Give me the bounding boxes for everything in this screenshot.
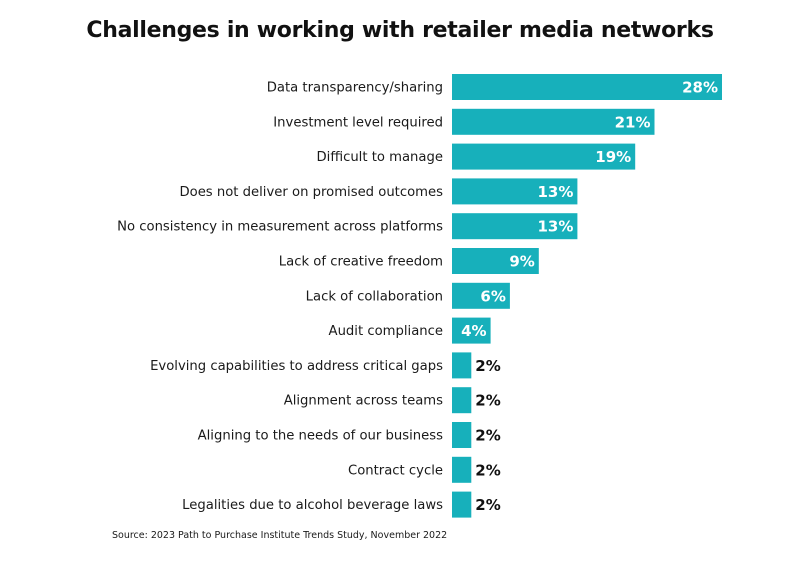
value-label-6: 9% <box>509 253 534 271</box>
category-label-13: Legalities due to alcohol beverage laws <box>182 498 443 513</box>
bar-5 <box>452 213 578 240</box>
value-label-3: 19% <box>595 148 631 166</box>
bars-layer <box>452 74 722 518</box>
value-label-4: 13% <box>537 183 573 201</box>
value-label-7: 6% <box>480 287 505 305</box>
bar-13 <box>452 491 472 518</box>
value-label-9: 2% <box>475 357 500 375</box>
category-label-10: Alignment across teams <box>284 394 443 409</box>
bar-12 <box>452 456 472 483</box>
bar-4 <box>452 178 578 205</box>
chart-title: Challenges in working with retailer medi… <box>86 18 714 43</box>
bar-8 <box>452 317 491 344</box>
category-label-4: Does not deliver on promised outcomes <box>179 185 443 200</box>
bar-7 <box>452 282 510 309</box>
bar-10 <box>452 387 472 414</box>
category-label-8: Audit compliance <box>329 324 443 339</box>
value-label-1: 28% <box>682 79 718 97</box>
source-note: Source: 2023 Path to Purchase Institute … <box>112 530 448 541</box>
category-label-7: Lack of collaboration <box>306 289 443 304</box>
value-label-2: 21% <box>615 113 651 131</box>
category-label-6: Lack of creative freedom <box>279 255 443 270</box>
value-label-11: 2% <box>475 427 500 445</box>
category-labels-layer: Data transparency/sharing Investment leve… <box>117 81 443 514</box>
value-label-5: 13% <box>537 218 573 236</box>
category-label-9: Evolving capabilities to address critica… <box>150 359 443 374</box>
bar-6 <box>452 248 539 274</box>
value-label-12: 2% <box>475 461 500 479</box>
value-label-10: 2% <box>475 392 500 410</box>
value-labels-layer: 28%21%19%13%13%9%6%4%2%2%2%2%2% <box>461 79 718 515</box>
bar-2 <box>452 108 655 135</box>
bar-11 <box>452 422 472 448</box>
category-label-12: Contract cycle <box>348 463 443 478</box>
bar-9 <box>452 352 472 379</box>
category-label-1: Data transparency/sharing <box>267 81 443 96</box>
bar-3 <box>452 143 636 170</box>
category-label-5: No consistency in measurement across pla… <box>117 220 443 235</box>
category-label-2: Investment level required <box>273 115 443 130</box>
value-label-13: 2% <box>475 496 500 514</box>
category-label-11: Aligning to the needs of our business <box>198 429 443 444</box>
value-label-8: 4% <box>461 322 486 340</box>
bar-1 <box>452 74 722 100</box>
category-label-3: Difficult to manage <box>317 150 444 165</box>
